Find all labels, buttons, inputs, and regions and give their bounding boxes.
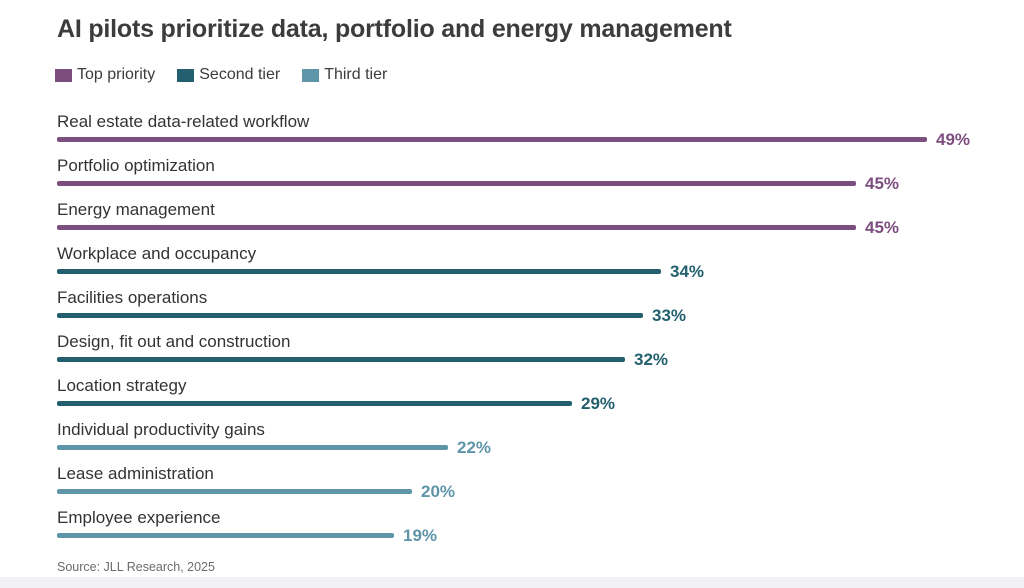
bar	[57, 401, 572, 406]
bar-track: 22%	[57, 438, 1024, 457]
bar-row: Design, fit out and construction 32%	[57, 331, 1024, 369]
legend-label: Second tier	[199, 66, 281, 83]
bar-row: Employee experience 19%	[57, 507, 1024, 545]
legend-item: Third tier	[302, 65, 387, 85]
category-label: Portfolio optimization	[57, 156, 215, 175]
bar-track: 19%	[57, 526, 1024, 545]
chart-title: AI pilots prioritize data, portfolio and…	[57, 15, 732, 43]
value-label: 22%	[457, 438, 492, 457]
bar	[57, 357, 625, 362]
value-label: 32%	[634, 350, 669, 369]
bar-track: 34%	[57, 262, 1024, 281]
bar	[57, 533, 394, 538]
bar	[57, 225, 856, 230]
bar-row: Energy management 45%	[57, 199, 1024, 237]
bar	[57, 445, 448, 450]
value-label: 34%	[670, 262, 705, 281]
category-label: Energy management	[57, 200, 215, 219]
bar-row: Workplace and occupancy 34%	[57, 243, 1024, 281]
bar-track: 33%	[57, 306, 1024, 325]
bar	[57, 269, 661, 274]
source-note: Source: JLL Research, 2025	[57, 560, 215, 574]
value-label: 20%	[421, 482, 456, 501]
value-label: 19%	[403, 526, 438, 545]
bar	[57, 489, 412, 494]
legend-item: Top priority	[55, 65, 155, 85]
category-label: Lease administration	[57, 464, 214, 483]
value-label: 45%	[865, 174, 900, 193]
bar-track: 49%	[57, 130, 1024, 149]
bar	[57, 313, 643, 318]
category-label: Design, fit out and construction	[57, 332, 291, 351]
bar	[57, 181, 856, 186]
bar-row: Real estate data-related workflow 49%	[57, 111, 1024, 149]
category-label: Individual productivity gains	[57, 420, 265, 439]
category-label: Real estate data-related workflow	[57, 112, 310, 131]
bar-track: 45%	[57, 218, 1024, 237]
legend-swatch-icon	[302, 68, 320, 82]
category-label: Employee experience	[57, 508, 221, 527]
legend-item: Second tier	[177, 65, 280, 85]
value-label: 45%	[865, 218, 900, 237]
footer-band	[0, 577, 1024, 588]
bar-row: Individual productivity gains 22%	[57, 419, 1024, 457]
bar-track: 45%	[57, 174, 1024, 193]
legend-label: Top priority	[77, 66, 156, 83]
chart-legend: Top priority Second tier Third tier	[55, 65, 1024, 85]
value-label: 33%	[652, 306, 687, 325]
category-label: Facilities operations	[57, 288, 208, 307]
bar-track: 32%	[57, 350, 1024, 369]
value-label: 49%	[936, 130, 971, 149]
bar-row: Location strategy 29%	[57, 375, 1024, 413]
bar-row: Facilities operations 33%	[57, 287, 1024, 325]
bar-row: Portfolio optimization 45%	[57, 155, 1024, 193]
legend-swatch-icon	[177, 68, 195, 82]
legend-label: Third tier	[324, 66, 388, 83]
bar-track: 29%	[57, 394, 1024, 413]
value-label: 29%	[581, 394, 616, 413]
bar-track: 20%	[57, 482, 1024, 501]
bar	[57, 137, 927, 142]
bar-chart: Real estate data-related workflow 49% Port…	[57, 111, 1024, 545]
category-label: Workplace and occupancy	[57, 244, 257, 263]
bar-row: Lease administration 20%	[57, 463, 1024, 501]
category-label: Location strategy	[57, 376, 187, 395]
legend-swatch-icon	[55, 68, 72, 82]
